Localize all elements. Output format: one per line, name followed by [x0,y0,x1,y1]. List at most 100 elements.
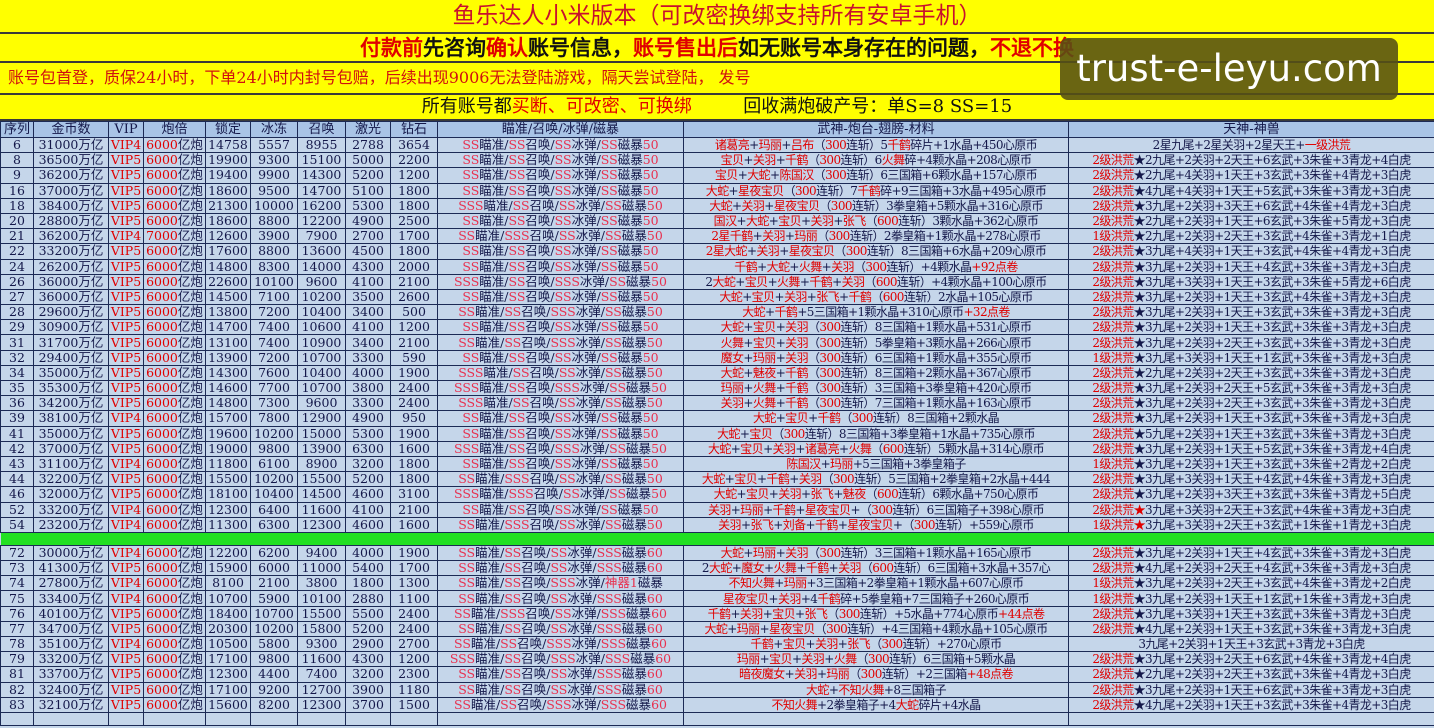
table-row[interactable]: 75 33400万亿 VIP4 6000亿炮 10700 5900 10100 2880 110… [0,590,1434,607]
cell-freeze: 7200 [250,304,298,321]
table-row[interactable]: 20 28800万亿 VIP5 6000亿炮 18600 8800 12200 4900 250… [0,212,1434,230]
cell-serial: 72 [0,544,34,562]
empty-row-cell [250,711,298,726]
table-row[interactable]: 79 33200万亿 VIP5 6000亿炮 17100 9800 11600 4300 120… [0,651,1434,668]
cell-laser: 4300 [345,258,391,275]
cell-lock: 19000 [205,440,251,457]
table-row[interactable]: 54 23200万亿 VIP4 6000亿炮 11300 6300 12300 4600 160… [0,516,1434,533]
table-row[interactable]: 28 29600万亿 VIP5 6000亿炮 13800 7200 10400 3400 500… [0,304,1434,321]
cell-wushen: 暗夜魔女+关羽+玛丽（300连斩）+2三国箱+48点卷 [683,666,1069,683]
cell-cannon: 6000亿炮 [143,243,206,260]
table-row[interactable]: 41 35000万亿 VIP5 6000亿炮 19600 10200 15000 5300 19… [0,425,1434,442]
table-row[interactable]: 36 34200万亿 VIP5 6000亿炮 14800 7300 9600 3300 2400… [0,395,1434,412]
cell-tianshen: 2级洪荒★3九尾+2关羽+1天王+6玄武+3朱雀+3青龙+3白虎 [1068,681,1434,698]
table-row[interactable]: 8 36500万亿 VIP5 6000亿炮 19900 9300 15100 5000 2200… [0,152,1434,169]
cell-vip: VIP5 [108,197,144,214]
cell-tianshen: 2级洪荒★3九尾+2关羽+1天王+4玄武+3朱雀+3青龙+3白虎 [1068,258,1434,275]
cell-cannon: 6000亿炮 [143,605,206,622]
cell-tianshen: 2级洪荒★3九尾+3关羽+1天王+3玄武+3朱雀+3青龙+3白虎 [1068,605,1434,622]
table-row[interactable]: 81 33700万亿 VIP5 6000亿炮 12300 4400 7400 3200 2300… [0,666,1434,683]
cell-skills: SS瞄准/SS召唤/SS冰弹/SS磁暴50 [437,212,684,230]
cell-skills: SSS瞄准/SS召唤/SS冰弹/SS磁暴50 [437,364,684,382]
table-row[interactable]: 29 30900万亿 VIP5 6000亿炮 14700 7400 10600 4100 120… [0,319,1434,336]
table-row[interactable]: 16 37000万亿 VIP5 6000亿炮 18600 9500 14700 5100 180… [0,182,1434,199]
section-separator-cell [108,531,144,546]
table-row[interactable]: 31 31700万亿 VIP5 6000亿炮 13100 7400 10900 3400 210… [0,334,1434,351]
cell-skills: SS瞄准/SS召唤/SSS冰弹/神器1磁暴 [437,575,684,592]
table-row[interactable]: 39 38100万亿 VIP4 6000亿炮 15700 7800 12900 4900 950… [0,410,1434,427]
cell-coins: 32200万亿 [33,471,109,488]
table-row[interactable]: 52 33200万亿 VIP4 6000亿炮 12300 6400 11600 4100 210… [0,501,1434,518]
table-row[interactable]: 82 32400万亿 VIP5 6000亿炮 17100 9200 12700 3900 118… [0,681,1434,698]
empty-row-cell [205,711,251,726]
cell-diamond: 1800 [390,182,438,199]
empty-row-cell [390,711,438,726]
cell-coins: 38400万亿 [33,197,109,214]
table-row[interactable]: 32 29400万亿 VIP5 6000亿炮 13900 7200 10700 3300 590… [0,349,1434,366]
cell-summon: 10400 [297,364,346,382]
table-row[interactable]: 26 36000万亿 VIP5 6000亿炮 22600 10100 9600 4100 210… [0,273,1434,290]
table-row[interactable]: 74 27800万亿 VIP4 6000亿炮 8100 2100 3800 1800 1300 S… [0,575,1434,592]
cell-diamond: 1800 [390,243,438,260]
table-row[interactable]: 44 32200万亿 VIP5 6000亿炮 15500 10200 15500 5200 18… [0,471,1434,488]
cell-serial: 34 [0,364,34,382]
cell-summon: 15000 [297,425,346,442]
cell-vip: VIP4 [108,136,144,154]
cell-summon: 12300 [297,516,346,533]
table-row[interactable]: 6 31000万亿 VIP4 6000亿炮 14758 5557 8955 2788 3654 S… [0,136,1434,154]
section-separator-cell [297,531,346,546]
table-row[interactable]: 22 33200万亿 VIP5 6000亿炮 17600 8800 13600 4500 180… [0,243,1434,260]
cell-cannon: 6000亿炮 [143,136,206,154]
table-row[interactable]: 46 32000万亿 VIP5 6000亿炮 18100 10400 14500 4600 31… [0,486,1434,503]
cell-lock: 18600 [205,182,251,199]
cell-skills: SS瞄准/SS召唤/SSS冰弹/SS磁暴50 [437,304,684,321]
cell-cannon: 6000亿炮 [143,681,206,698]
table-row[interactable]: 73 41300万亿 VIP5 6000亿炮 15900 6000 11000 5400 170… [0,560,1434,577]
cell-coins: 38100万亿 [33,410,109,427]
table-row[interactable]: 18 38400万亿 VIP5 6000亿炮 21300 10000 16200 5300 18… [0,197,1434,214]
table-row[interactable]: 34 35000万亿 VIP5 6000亿炮 14300 7600 10400 4000 190… [0,364,1434,382]
table-row[interactable]: 83 32100万亿 VIP5 6000亿炮 15600 8200 12300 3700 150… [0,696,1434,713]
table-row[interactable]: 35 35300万亿 VIP5 6000亿炮 14600 7700 10700 3800 240… [0,379,1434,397]
cell-summon: 15500 [297,605,346,622]
cell-lock: 15900 [205,560,251,577]
table-row[interactable]: 42 37000万亿 VIP5 6000亿炮 19000 9800 13900 6300 160… [0,440,1434,457]
cell-vip: VIP5 [108,681,144,698]
cell-laser: 4100 [345,273,391,290]
cell-diamond: 2400 [390,620,438,638]
column-header-serial: 序列 [0,121,34,138]
cell-wushen: 国汉+大蛇+宝贝+关羽+张飞（600连斩）3颗水晶+362心原币 [683,212,1069,230]
table-row[interactable]: 21 36200万亿 VIP4 7000亿炮 12600 3900 7900 2700 1700… [0,228,1434,245]
cell-wushen: 宝贝+大蛇+陈国汉（300连斩）6三国箱+6颗水晶+157心原币 [683,167,1069,184]
table-row[interactable]: 76 40100万亿 VIP5 6000亿炮 18400 10700 15500 5500 24… [0,605,1434,622]
cell-cannon: 6000亿炮 [143,696,206,713]
column-header-diamond: 钻石 [390,121,438,138]
cell-laser: 3300 [345,395,391,412]
cell-skills: SS瞄准/SS召唤/SS冰弹/SS磁暴50 [437,243,684,260]
cell-coins: 33200万亿 [33,243,109,260]
table-row[interactable]: 78 35100万亿 VIP4 6000亿炮 10500 5800 9300 2900 2700… [0,635,1434,653]
cell-coins: 29400万亿 [33,349,109,366]
table-row[interactable]: 72 30000万亿 VIP4 6000亿炮 12200 6200 9400 4000 1900… [0,544,1434,562]
cell-coins: 32400万亿 [33,681,109,698]
table-row[interactable]: 27 36000万亿 VIP5 6000亿炮 14500 7100 10200 3500 260… [0,288,1434,306]
cell-lock: 22600 [205,273,251,290]
table-row[interactable]: 9 36200万亿 VIP5 6000亿炮 19400 9900 14300 5200 1200… [0,167,1434,184]
cell-laser: 5200 [345,620,391,638]
cell-vip: VIP5 [108,560,144,577]
table-row[interactable]: 43 31100万亿 VIP4 6000亿炮 11800 6100 8900 3200 1800… [0,455,1434,473]
cell-coins: 36500万亿 [33,152,109,169]
cell-freeze: 7400 [250,334,298,351]
cell-tianshen: 2级洪荒★2九尾+4关羽+1天王+3玄武+3朱雀+4青龙+3白虎 [1068,167,1434,184]
cell-lock: 12600 [205,228,251,245]
table-row[interactable]: 77 34700万亿 VIP5 6000亿炮 20300 10200 15800 5200 24… [0,620,1434,638]
cell-lock: 13900 [205,349,251,366]
cell-diamond: 1100 [390,590,438,607]
table-row[interactable]: 24 26200万亿 VIP5 6000亿炮 14800 8300 14000 4300 200… [0,258,1434,275]
cell-laser: 2700 [345,228,391,245]
cell-vip: VIP5 [108,152,144,169]
cell-serial: 77 [0,620,34,638]
cell-serial: 21 [0,228,34,245]
section-separator-cell [345,531,391,546]
cell-tianshen: 1级洪荒★3九尾+2关羽+1天王+1玄武+1朱雀+3青龙+3白虎 [1068,590,1434,607]
